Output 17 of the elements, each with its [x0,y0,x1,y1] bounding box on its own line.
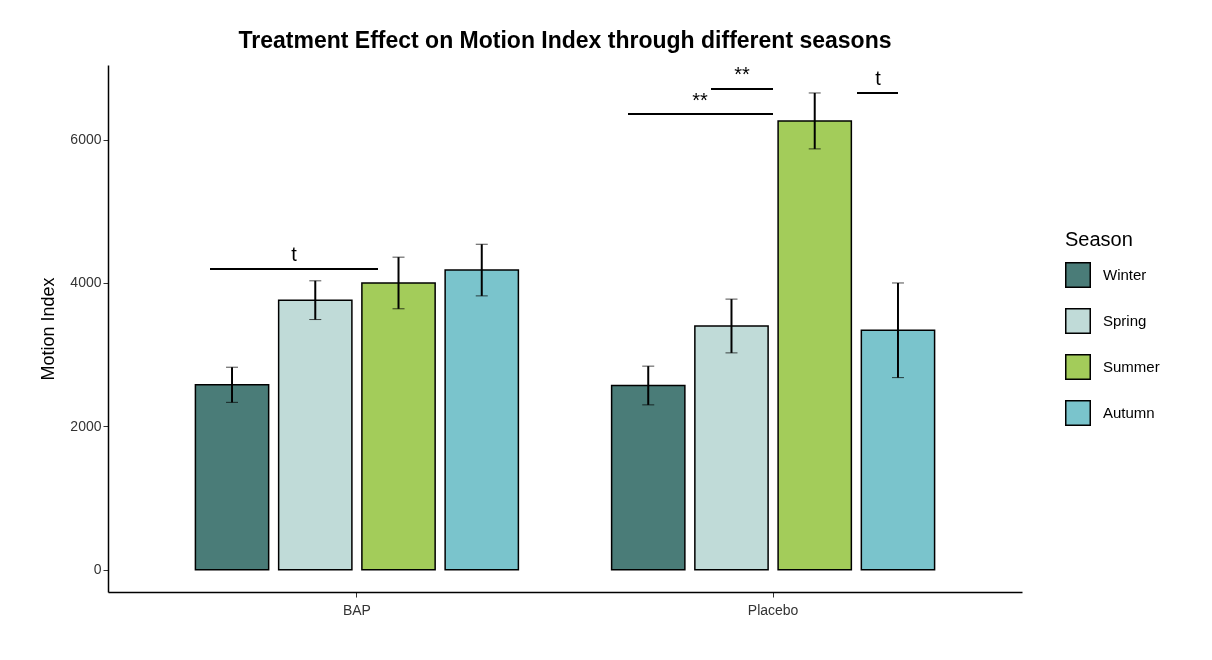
annotation: t [291,243,297,265]
y-axis-title: Motion Index [38,277,59,381]
legend-label: Summer [1103,358,1160,375]
annotation: ** [692,89,708,111]
annotation: ** [734,63,750,85]
annotation: t [875,67,881,89]
x-tick-label: Placebo [747,601,799,618]
y-tick-label: 0 [93,561,102,578]
y-tick-label: 6000 [70,131,102,148]
y-tick-label: 2000 [70,417,102,434]
chart-title: Treatment Effect on Motion Index through different seasons [238,27,892,53]
legend-label: Autumn [1103,404,1155,421]
y-tick-label: 4000 [70,274,102,291]
x-tick-label: BAP [342,601,371,618]
legend-label: Winter [1103,266,1147,283]
legend-title: Season [1065,228,1133,250]
legend-label: Spring [1103,312,1147,329]
